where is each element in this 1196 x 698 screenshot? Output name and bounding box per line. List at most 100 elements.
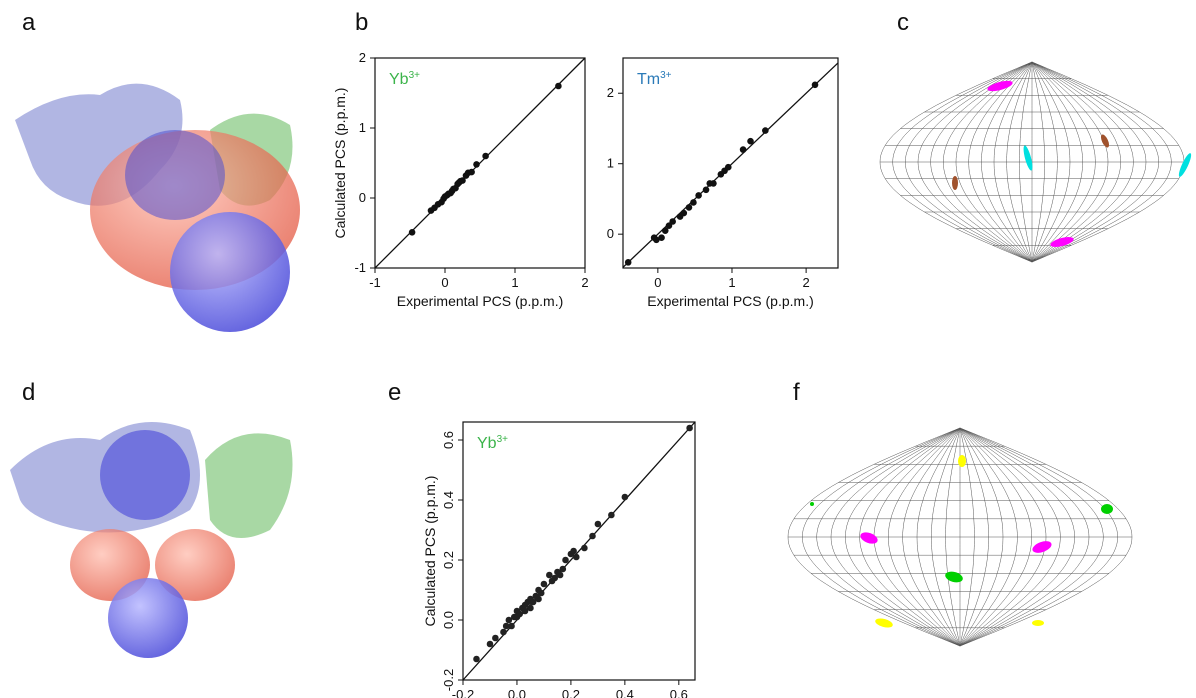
point [535, 595, 542, 603]
ion-charge: 3+ [497, 434, 509, 445]
protein-illustration-d [10, 422, 293, 658]
identity-line [462, 421, 696, 681]
panel-label: a [22, 9, 36, 36]
sinusoidal-projection-f [787, 427, 1133, 647]
point [459, 177, 466, 184]
point [762, 127, 769, 134]
panel-label: b [355, 9, 368, 36]
point [581, 544, 588, 552]
point [589, 532, 596, 540]
point [690, 199, 697, 206]
plot-frame [374, 57, 586, 269]
panel-label: e [388, 379, 401, 406]
point [724, 163, 732, 171]
y-tick-label: -0.2 [441, 669, 456, 691]
point [508, 622, 515, 630]
x-axis-label: Experimental PCS (p.p.m.) [397, 293, 564, 309]
plot-frame [622, 57, 839, 269]
ion-label: Yb3+ [389, 70, 420, 88]
point [658, 234, 665, 241]
x-tick-label: 0 [654, 275, 661, 290]
point [573, 553, 580, 561]
point [527, 604, 534, 612]
ion-symbol: Tm [637, 71, 660, 88]
x-tick-label: 0.2 [562, 687, 580, 698]
ion-label: Tm3+ [637, 70, 672, 88]
point [710, 180, 717, 187]
point [505, 616, 513, 624]
y-tick-label: 0.0 [441, 611, 456, 629]
y-tick-label: 0 [359, 190, 366, 205]
point [695, 192, 702, 199]
plot-frame [462, 421, 696, 681]
point [492, 634, 499, 642]
ion-symbol: Yb [389, 71, 409, 88]
point [739, 146, 747, 153]
point [621, 493, 629, 501]
point [653, 236, 660, 244]
point [686, 424, 693, 432]
point [516, 610, 523, 618]
point [570, 547, 577, 555]
point [546, 571, 553, 579]
point [473, 161, 480, 168]
x-tick-label: 0.6 [670, 687, 688, 698]
point [482, 152, 489, 160]
point [486, 640, 494, 648]
x-tick-label: 2 [581, 275, 588, 290]
ion-label: Yb3+ [477, 434, 508, 452]
x-tick-label: 0.0 [508, 687, 526, 698]
point [669, 218, 676, 225]
y-tick-label: 2 [607, 85, 614, 100]
ion-charge: 3+ [660, 70, 672, 81]
point [559, 565, 567, 573]
point [468, 168, 475, 176]
point [608, 511, 615, 519]
panel-label: d [22, 379, 35, 406]
point [702, 186, 710, 194]
y-tick-label: -1 [354, 260, 366, 275]
x-tick-label: 0.4 [616, 687, 634, 698]
y-tick-label: 2 [359, 50, 366, 65]
x-tick-label: 2 [803, 275, 810, 290]
point [562, 556, 569, 564]
ion-symbol: Yb [477, 435, 497, 452]
point [594, 520, 602, 528]
x-tick-label: 1 [511, 275, 518, 290]
y-tick-label: 1 [359, 120, 366, 135]
point [685, 204, 693, 211]
panel-label: c [897, 9, 909, 36]
point [624, 259, 632, 266]
orientation-clusters-f [810, 455, 1113, 628]
ion-charge: 3+ [409, 70, 421, 81]
point [473, 655, 480, 663]
point [680, 209, 688, 217]
y-axis-label: Calculated PCS (p.p.m.) [332, 88, 348, 239]
y-tick-label: 0.2 [441, 551, 456, 569]
x-tick-label: 1 [728, 275, 735, 290]
x-tick-label: 0 [441, 275, 448, 290]
x-tick-label: -0.2 [452, 687, 474, 698]
y-tick-label: 0 [607, 226, 614, 241]
point [556, 571, 564, 579]
point [551, 574, 559, 582]
y-axis-label: Calculated PCS (p.p.m.) [422, 476, 438, 627]
y-tick-label: 0.4 [441, 491, 456, 509]
panel-label: f [793, 379, 800, 406]
orientation-clusters-c [952, 80, 1192, 247]
sinusoidal-projection-c [879, 61, 1185, 263]
point [537, 589, 545, 597]
identity-line [374, 57, 586, 269]
point [747, 137, 754, 145]
point [500, 628, 507, 636]
point [661, 227, 669, 234]
point [521, 607, 529, 615]
point [555, 82, 562, 90]
y-tick-label: 1 [607, 156, 614, 171]
x-axis-label: Experimental PCS (p.p.m.) [647, 293, 814, 309]
point [540, 580, 548, 588]
protein-illustration-a [15, 83, 300, 332]
point [529, 598, 537, 606]
x-tick-label: -1 [369, 275, 381, 290]
